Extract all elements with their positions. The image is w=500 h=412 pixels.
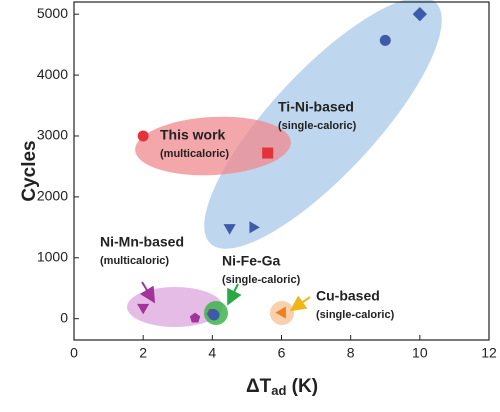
group-note: (multicaloric) bbox=[160, 148, 229, 160]
y-tick-label: 1000 bbox=[37, 248, 68, 264]
point bbox=[189, 312, 201, 323]
x-tick-label: 0 bbox=[70, 345, 78, 361]
group-label: Cu-based bbox=[316, 288, 380, 304]
y-tick-label: 4000 bbox=[37, 66, 68, 82]
group-note: (multicaloric) bbox=[100, 255, 169, 267]
group-note: (single-caloric) bbox=[278, 120, 357, 132]
y-tick-label: 0 bbox=[60, 309, 68, 325]
group-note: (single-caloric) bbox=[316, 309, 395, 321]
y-tick-label: 5000 bbox=[37, 5, 68, 21]
arrow bbox=[289, 295, 311, 312]
point bbox=[137, 303, 150, 315]
group-label: This work bbox=[160, 127, 226, 143]
point bbox=[223, 224, 236, 235]
arrow bbox=[139, 281, 156, 304]
point bbox=[412, 7, 427, 22]
point bbox=[249, 221, 260, 234]
x-tick-label: 8 bbox=[347, 345, 355, 361]
point bbox=[275, 306, 286, 319]
region bbox=[135, 116, 291, 176]
x-tick-label: 12 bbox=[481, 345, 497, 361]
point bbox=[208, 309, 220, 321]
group-label: Ti-Ni-based bbox=[278, 99, 354, 115]
y-axis-label: Cycles bbox=[19, 140, 40, 201]
x-tick-label: 6 bbox=[278, 345, 286, 361]
group-note: (single-caloric) bbox=[222, 274, 301, 286]
region bbox=[204, 0, 442, 249]
x-tick-label: 10 bbox=[412, 345, 428, 361]
x-tick-label: 4 bbox=[208, 345, 216, 361]
group-label: Ni-Fe-Ga bbox=[222, 253, 281, 269]
point bbox=[379, 34, 391, 46]
x-tick-label: 2 bbox=[139, 345, 147, 361]
point bbox=[137, 130, 149, 142]
x-axis-label: ΔTad (K) bbox=[246, 376, 318, 398]
y-tick-label: 2000 bbox=[37, 188, 68, 204]
group-label: Ni-Mn-based bbox=[100, 234, 184, 250]
arrow bbox=[227, 283, 242, 306]
point bbox=[262, 147, 274, 159]
y-tick-label: 3000 bbox=[37, 127, 68, 143]
